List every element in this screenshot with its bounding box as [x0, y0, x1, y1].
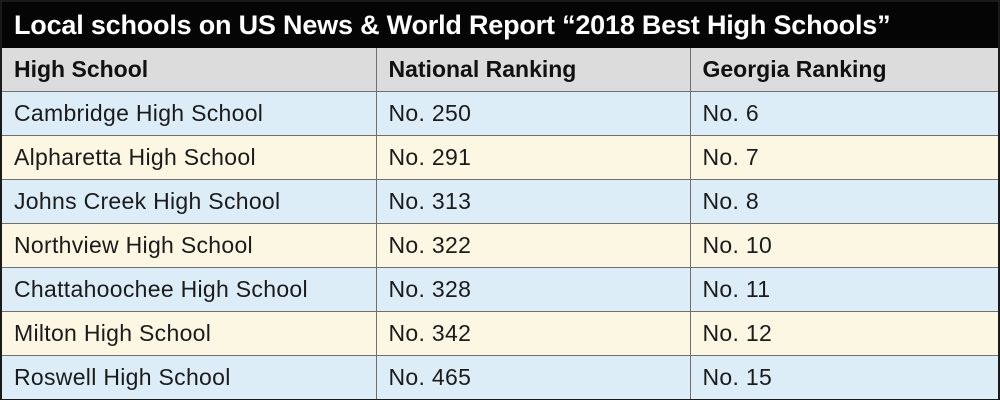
rankings-table: High School National Ranking Georgia Ran… — [2, 48, 998, 399]
school-name-cell: Chattahoochee High School — [2, 267, 377, 312]
school-name-cell: Milton High School — [2, 311, 377, 356]
table-row: Chattahoochee High School No. 328 No. 11 — [2, 267, 998, 312]
national-ranking-cell: No. 291 — [375, 135, 691, 180]
school-name-cell: Alpharetta High School — [2, 135, 377, 180]
georgia-ranking-cell: No. 11 — [689, 267, 998, 312]
table-row: Cambridge High School No. 250 No. 6 — [2, 91, 998, 136]
national-ranking-cell: No. 342 — [375, 311, 691, 356]
georgia-ranking-cell: No. 7 — [689, 135, 998, 180]
national-ranking-cell: No. 313 — [375, 179, 691, 224]
school-name-cell: Johns Creek High School — [2, 179, 377, 224]
school-name-cell: Northview High School — [2, 223, 377, 268]
georgia-ranking-cell: No. 8 — [689, 179, 998, 224]
national-ranking-cell: No. 328 — [375, 267, 691, 312]
national-ranking-cell: No. 322 — [375, 223, 691, 268]
school-name-cell: Roswell High School — [2, 355, 377, 399]
school-name-cell: Cambridge High School — [2, 91, 377, 136]
column-header-georgia-ranking: Georgia Ranking — [689, 48, 998, 92]
georgia-ranking-cell: No. 6 — [689, 91, 998, 136]
table-row: Northview High School No. 322 No. 10 — [2, 223, 998, 268]
national-ranking-cell: No. 465 — [375, 355, 691, 399]
georgia-ranking-cell: No. 15 — [689, 355, 998, 399]
table-title: Local schools on US News & World Report … — [2, 2, 998, 48]
national-ranking-cell: No. 250 — [375, 91, 691, 136]
georgia-ranking-cell: No. 10 — [689, 223, 998, 268]
column-header-national-ranking: National Ranking — [375, 48, 691, 92]
table-row: Alpharetta High School No. 291 No. 7 — [2, 135, 998, 180]
table-row: Roswell High School No. 465 No. 15 — [2, 355, 998, 399]
column-header-high-school: High School — [2, 48, 377, 92]
header-row: High School National Ranking Georgia Ran… — [2, 48, 998, 92]
table-row: Milton High School No. 342 No. 12 — [2, 311, 998, 356]
table-row: Johns Creek High School No. 313 No. 8 — [2, 179, 998, 224]
georgia-ranking-cell: No. 12 — [689, 311, 998, 356]
